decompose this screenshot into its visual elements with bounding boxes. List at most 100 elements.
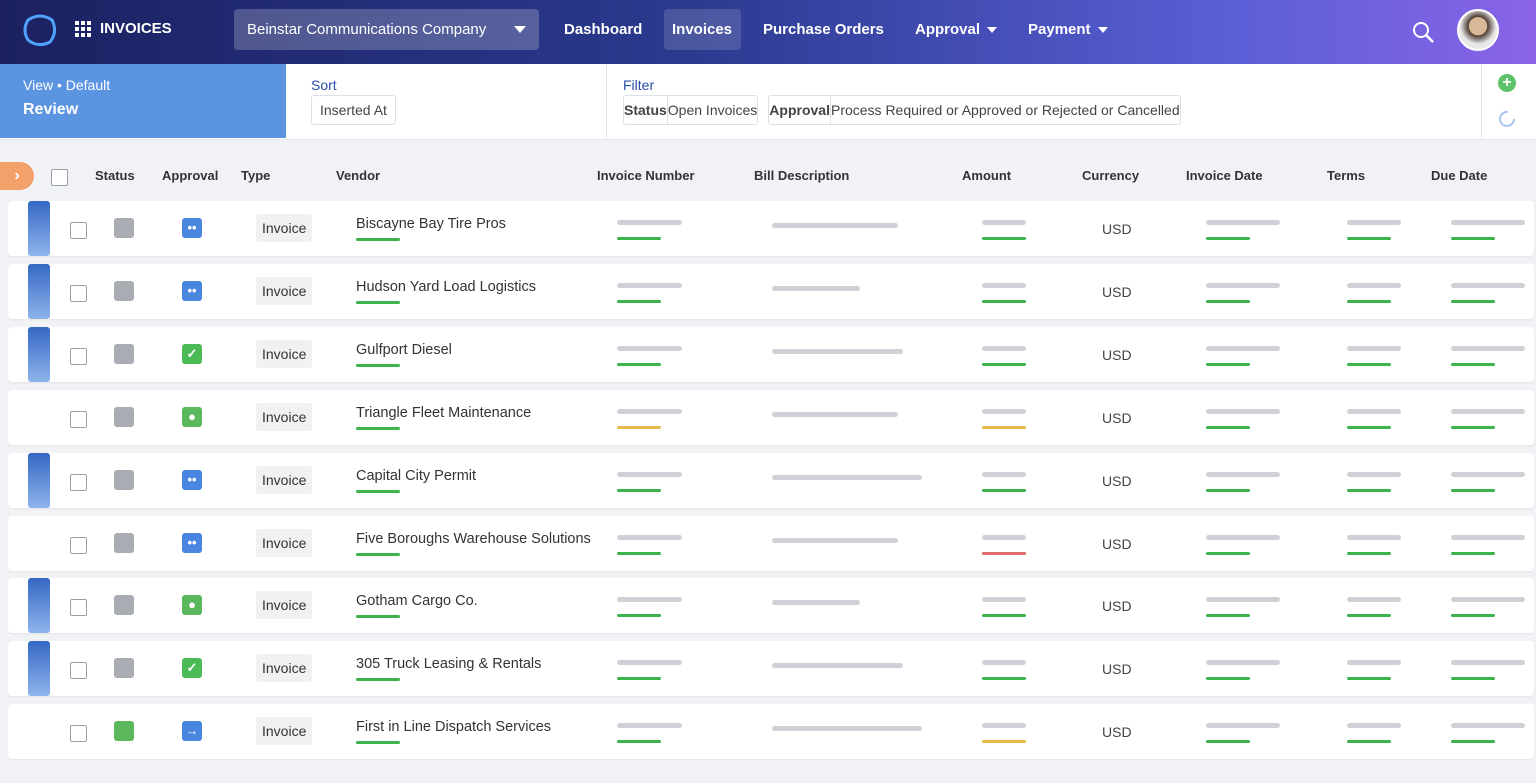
apps-icon[interactable] bbox=[75, 21, 92, 38]
row-checkbox[interactable] bbox=[70, 536, 87, 554]
vendor-name: 305 Truck Leasing & Rentals bbox=[356, 656, 542, 673]
filter-chip[interactable]: Status Open Invoices bbox=[623, 95, 759, 125]
placeholder-underline bbox=[982, 488, 1026, 492]
vendor-name: First in Line Dispatch Services bbox=[356, 719, 552, 736]
placeholder-underline bbox=[1206, 488, 1250, 492]
status-underline bbox=[356, 426, 400, 430]
type-badge: Invoice bbox=[256, 528, 313, 557]
placeholder-underline bbox=[982, 740, 1026, 744]
column-header[interactable]: Terms bbox=[1327, 168, 1366, 183]
placeholder-bar bbox=[1347, 471, 1401, 477]
placeholder-bar bbox=[1206, 471, 1280, 477]
table-row[interactable]: ✓ Invoice 305 Truck Leasing & Rentals USD bbox=[8, 641, 1534, 697]
placeholder-underline bbox=[617, 677, 661, 681]
row-checkbox[interactable] bbox=[70, 473, 87, 491]
column-header[interactable]: Vendor bbox=[336, 168, 381, 183]
currency: USD bbox=[1102, 535, 1132, 552]
currency: USD bbox=[1102, 283, 1132, 300]
sort-chip[interactable]: Inserted At bbox=[311, 95, 396, 125]
table-row[interactable]: •• Invoice Hudson Yard Load Logistics USD bbox=[8, 263, 1534, 319]
column-header[interactable]: Bill Description bbox=[754, 168, 850, 183]
avatar[interactable] bbox=[1457, 9, 1499, 51]
placeholder-bar bbox=[982, 723, 1026, 729]
row-tab[interactable] bbox=[28, 452, 50, 508]
type-badge: Invoice bbox=[256, 276, 313, 305]
placeholder-bar bbox=[1206, 597, 1280, 603]
type-badge: Invoice bbox=[256, 591, 313, 620]
sort-value: Inserted At bbox=[320, 102, 387, 118]
top-nav: INVOICES Beinstar Communications Company bbox=[0, 0, 1536, 64]
status-icon bbox=[114, 280, 134, 301]
nav-item[interactable]: Dashboard bbox=[564, 21, 642, 38]
column-header[interactable]: Status bbox=[95, 168, 135, 183]
row-checkbox[interactable] bbox=[70, 284, 87, 302]
nav-item[interactable]: Invoices bbox=[672, 21, 732, 38]
placeholder-underline bbox=[1451, 551, 1495, 555]
column-header[interactable]: Invoice Date bbox=[1186, 168, 1263, 183]
row-checkbox[interactable] bbox=[70, 222, 87, 239]
placeholder-underline bbox=[1206, 299, 1250, 303]
placeholder-bar bbox=[617, 723, 682, 729]
placeholder-underline bbox=[1347, 362, 1391, 366]
vendor-name: Hudson Yard Load Logistics bbox=[356, 278, 537, 295]
column-header[interactable]: Type bbox=[241, 168, 271, 183]
placeholder-bar bbox=[617, 660, 682, 666]
divider bbox=[606, 64, 607, 138]
placeholder-underline bbox=[982, 677, 1026, 681]
nav-item[interactable]: Purchase Orders bbox=[763, 21, 884, 38]
select-all-checkbox[interactable] bbox=[51, 169, 68, 186]
approval-icon: ● bbox=[182, 595, 202, 616]
company-select[interactable]: Beinstar Communications Company bbox=[234, 9, 539, 50]
toolbar: View • Default Review Sort Inserted At F… bbox=[0, 64, 1536, 140]
table-row[interactable]: ● Invoice Gotham Cargo Co. USD bbox=[8, 578, 1534, 634]
table-row[interactable]: ✓ Invoice Gulfport Diesel USD bbox=[8, 326, 1534, 382]
table-row[interactable]: •• Invoice Five Boroughs Warehouse Solutio… bbox=[8, 515, 1534, 571]
filter-chip[interactable]: Approval Process Required or Approved or … bbox=[768, 95, 1181, 125]
nav-item[interactable]: Approval bbox=[915, 21, 998, 38]
type-badge: Invoice bbox=[256, 717, 313, 746]
placeholder-underline bbox=[617, 237, 661, 240]
column-header[interactable]: Invoice Number bbox=[597, 168, 695, 183]
placeholder-bar bbox=[982, 597, 1026, 603]
table-row[interactable]: •• Invoice Biscayne Bay Tire Pros USD bbox=[8, 201, 1534, 256]
table-row[interactable]: •• Invoice Capital City Permit USD bbox=[8, 452, 1534, 508]
search-icon[interactable] bbox=[1411, 20, 1435, 44]
add-button[interactable]: + bbox=[1498, 74, 1516, 92]
row-checkbox[interactable] bbox=[70, 599, 87, 617]
active-tab-bg bbox=[664, 9, 741, 50]
approval-icon: •• bbox=[182, 280, 202, 301]
nav-item[interactable]: Payment bbox=[1028, 21, 1108, 38]
placeholder-underline bbox=[982, 425, 1026, 429]
row-tab[interactable] bbox=[28, 201, 50, 256]
refresh-button[interactable] bbox=[1497, 108, 1519, 130]
column-header[interactable]: Approval bbox=[162, 168, 219, 183]
expand-button[interactable]: › bbox=[0, 162, 34, 190]
table-row[interactable]: ● Invoice Triangle Fleet Maintenance USD bbox=[8, 389, 1534, 445]
row-tab[interactable] bbox=[28, 641, 50, 697]
placeholder-bar bbox=[772, 600, 860, 606]
currency: USD bbox=[1102, 221, 1132, 237]
column-header[interactable]: Currency bbox=[1082, 168, 1140, 183]
row-checkbox[interactable] bbox=[70, 410, 87, 428]
row-tab[interactable] bbox=[28, 263, 50, 319]
approval-icon: ✓ bbox=[182, 658, 202, 679]
row-checkbox[interactable] bbox=[70, 662, 87, 680]
placeholder-bar bbox=[1451, 471, 1525, 477]
placeholder-bar bbox=[1206, 408, 1280, 414]
row-checkbox[interactable] bbox=[70, 347, 87, 365]
filter-value: Open Invoices bbox=[667, 102, 758, 118]
row-checkbox[interactable] bbox=[70, 725, 87, 743]
status-underline bbox=[356, 615, 400, 619]
nav-item-label: Invoices bbox=[672, 21, 733, 38]
table-row[interactable]: → Invoice First in Line Dispatch Services U… bbox=[8, 704, 1534, 760]
view-panel[interactable]: View • Default Review bbox=[0, 64, 286, 138]
status-underline bbox=[356, 678, 400, 682]
row-tab[interactable] bbox=[28, 326, 50, 382]
placeholder-bar bbox=[982, 471, 1026, 477]
column-header[interactable]: Due Date bbox=[1431, 168, 1488, 183]
row-tab[interactable] bbox=[28, 578, 50, 634]
placeholder-bar bbox=[772, 285, 860, 291]
placeholder-bar bbox=[617, 345, 682, 351]
column-header[interactable]: Amount bbox=[962, 168, 1012, 183]
nav-item-label: Purchase Orders bbox=[763, 21, 884, 38]
